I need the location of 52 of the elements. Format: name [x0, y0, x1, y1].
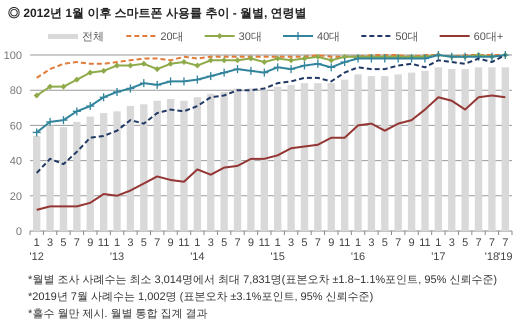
x-tick-label: 9: [328, 237, 334, 249]
x-tick-label: 1 '12: [30, 237, 44, 263]
x-tick-label: 11: [419, 237, 431, 249]
y-tick-label: 20: [10, 190, 22, 203]
x-tick-label: 7: [154, 237, 160, 249]
x-tick-label: 7: [234, 237, 241, 249]
y-tick-label: 80: [10, 85, 22, 98]
text: *홀수 월만 제시. 월별 통합 집계 결과: [28, 308, 208, 320]
legend-label: 50대: [395, 31, 419, 43]
legend-label: 30대: [238, 31, 262, 43]
legend-label: 40대: [317, 31, 340, 43]
legend-label: 60대+: [474, 31, 504, 43]
y-tick-label: 60: [10, 120, 22, 132]
text: *월별 조사 사례수는 최소 3,014명에서 최대 7,831명(표본오차 ±1.8~1.1%포인트, 95% 신뢰수준): [28, 274, 498, 286]
x-tick-label: 9: [87, 237, 94, 249]
x-tick-label: 7: [395, 237, 402, 249]
x-tick-label: 3: [448, 237, 455, 249]
x-tick-label: 1 '17: [431, 237, 446, 263]
x-tick-label: 1 '16: [350, 237, 366, 263]
x-tick-label: 5: [140, 237, 147, 249]
x-tick-label: 5: [301, 237, 308, 249]
legend-label: 20대: [160, 31, 184, 43]
x-tick-label: 11: [258, 237, 270, 249]
y-tick-label: 40: [10, 156, 22, 168]
x-tick-label: 9: [168, 237, 174, 249]
x-tick-label: 3: [288, 237, 294, 249]
y-tick-label: 100: [4, 50, 22, 62]
chart-title: ◎ 2012년 1월 이후 스마트폰 사용률 추이 - 월별, 연령별: [8, 6, 307, 20]
x-tick-label: 11: [98, 237, 110, 249]
x-tick-label: 5: [221, 237, 228, 249]
x-tick-label: 1 '13: [110, 237, 124, 263]
x-tick-label: 5: [382, 237, 388, 249]
x-tick-label: 5: [462, 237, 468, 249]
x-tick-label: 7: [314, 237, 321, 249]
legend-label: 전체: [82, 31, 104, 43]
x-tick-label: 3: [368, 237, 374, 249]
text: *2019년 7월 사례수는 1,002명 (표본오차 ±3.1%포인트, 95% 신뢰수준): [28, 291, 374, 303]
x-tick-label: 7: [475, 237, 482, 249]
x-tick-label: 7 '18: [484, 237, 500, 263]
x-tick-label: 3: [208, 237, 214, 249]
x-tick-label: 11: [338, 237, 350, 249]
x-tick-label: 7 '19: [498, 237, 512, 263]
x-tick-label: 7: [74, 237, 80, 249]
x-tick-label: 11: [178, 237, 190, 249]
x-tick-label: 9: [248, 237, 254, 249]
x-tick-label: 9: [408, 237, 415, 249]
x-tick-label: 5: [60, 237, 67, 249]
x-tick-label: 3: [127, 237, 134, 249]
y-tick-label: 0: [16, 226, 22, 238]
x-tick-label: 3: [47, 237, 54, 249]
x-tick-label: 1 '15: [270, 237, 285, 263]
x-tick-label: 1 '14: [190, 237, 205, 263]
